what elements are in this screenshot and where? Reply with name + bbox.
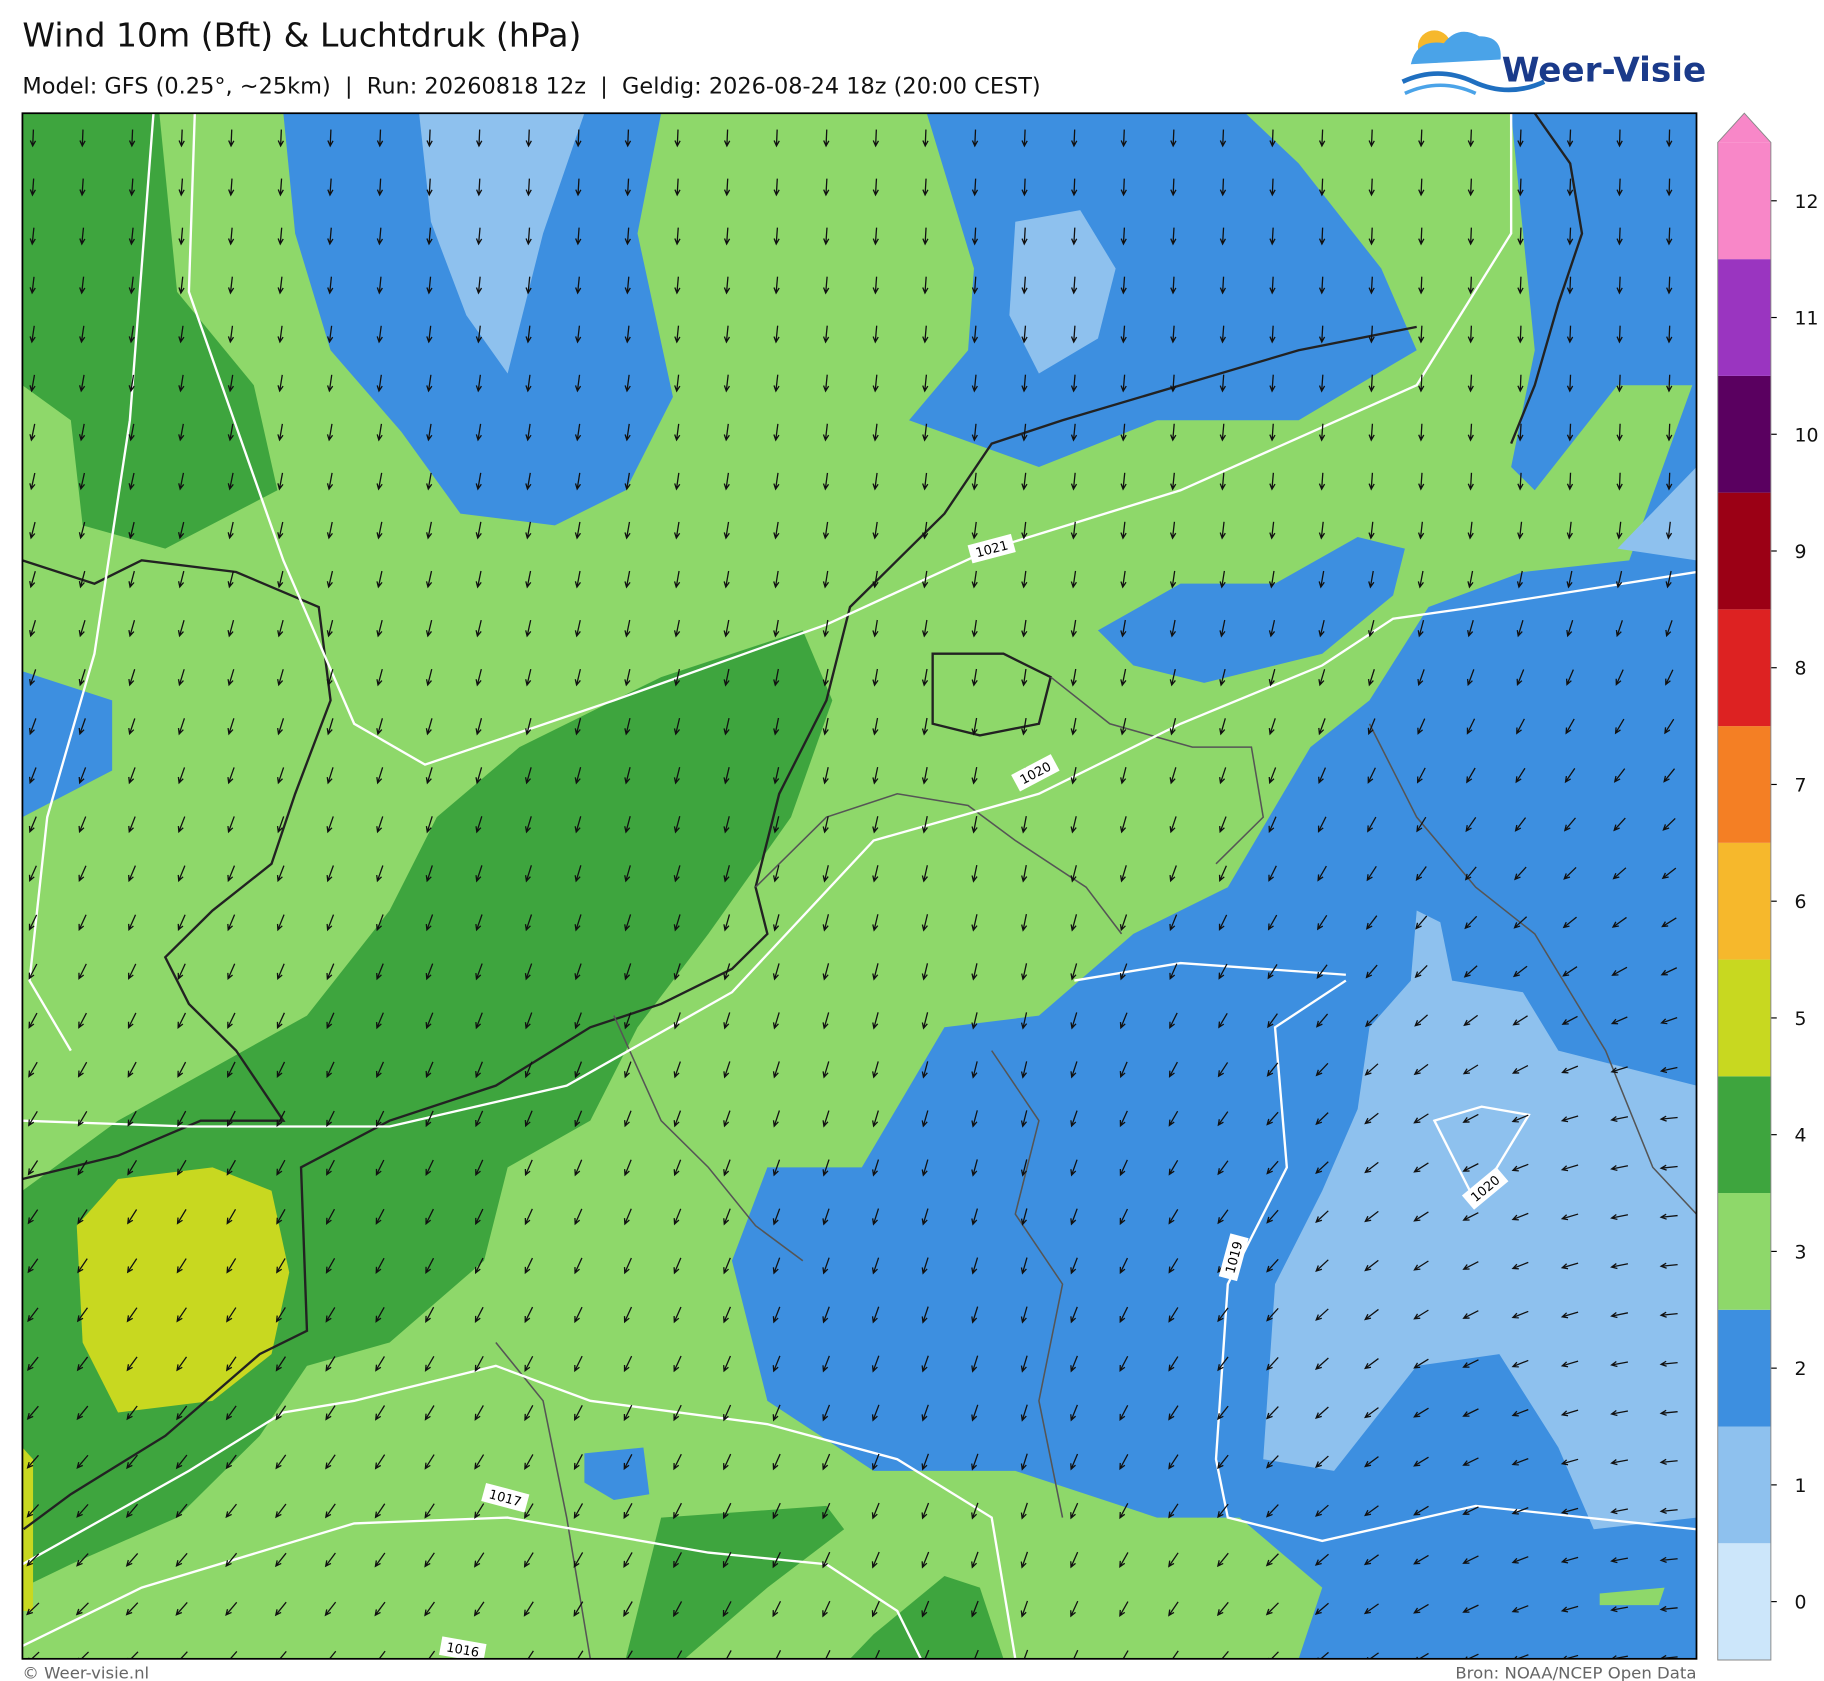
region	[1263, 910, 1697, 1530]
tick-label: 12	[1794, 192, 1818, 213]
isobar-label: 1017	[481, 1482, 530, 1513]
color-swatch	[1717, 259, 1771, 376]
region	[22, 113, 278, 549]
region	[1617, 466, 1697, 561]
wind-arrows	[26, 129, 1678, 1659]
region	[1599, 1587, 1665, 1606]
color-swatch	[1717, 142, 1771, 260]
tick-label: 9	[1794, 542, 1806, 563]
logo: Weer-Visie	[1401, 30, 1706, 95]
isobar-label: 1016	[439, 1636, 487, 1660]
tick-label: 1	[1794, 1476, 1806, 1497]
subtitle: Model: GFS (0.25°, ~25km) | Run: 2026081…	[22, 74, 1040, 100]
arrow-field	[26, 129, 1678, 1659]
region	[625, 1505, 845, 1659]
isobar-label-box	[1461, 1166, 1509, 1210]
colorbar-frame	[1717, 112, 1772, 1661]
title: Wind 10m (Bft) & Luchtdruk (hPa)	[22, 16, 581, 55]
color-swatch	[1717, 492, 1771, 610]
tick-label: 3	[1794, 1243, 1806, 1264]
map-frame	[21, 112, 1698, 1660]
color-swatch	[1717, 609, 1771, 727]
tick-label: 2	[1794, 1359, 1806, 1380]
isobar-label-box	[1218, 1233, 1249, 1282]
region	[22, 1447, 34, 1611]
tick-label: 10	[1794, 425, 1818, 446]
isobar-label-box	[967, 533, 1016, 564]
tick-label: 0	[1794, 1593, 1806, 1614]
tick-label: 6	[1794, 892, 1806, 913]
color-swatch	[1717, 1309, 1771, 1427]
region	[1511, 113, 1697, 491]
color-swatch	[1717, 1543, 1771, 1660]
color-swatch	[1717, 1426, 1771, 1544]
color-swatch	[1717, 1193, 1771, 1310]
color-swatch	[1717, 959, 1771, 1077]
region	[1097, 536, 1405, 683]
region	[419, 113, 585, 374]
border	[495, 676, 1697, 1659]
color-extend	[1717, 113, 1771, 143]
isobar-label-box	[439, 1636, 487, 1659]
color-swatch	[1717, 375, 1771, 493]
tick-label: 4	[1794, 1126, 1806, 1147]
tick-label: 7	[1794, 776, 1806, 797]
tick-label: 5	[1794, 1009, 1806, 1030]
logo-text: Weer-Visie	[1502, 51, 1706, 91]
color-swatch	[1717, 726, 1771, 843]
isobar-label-box	[481, 1482, 530, 1513]
source: Bron: NOAA/NCEP Open Data	[1455, 1664, 1696, 1681]
region	[909, 113, 1417, 467]
color-swatch	[1717, 1076, 1771, 1194]
isobar-label: 1021	[967, 533, 1016, 564]
credit: © Weer-visie.nl	[22, 1664, 149, 1681]
isobar-label-box	[1011, 754, 1060, 792]
isobar-label: 1019	[1218, 1233, 1249, 1282]
coastline	[22, 113, 1584, 1531]
tick-label: 11	[1794, 309, 1818, 330]
tick-label: 8	[1794, 659, 1806, 680]
region	[1009, 210, 1116, 374]
region	[584, 1447, 650, 1501]
isobar	[22, 113, 1697, 1659]
isobar-label-text: 1016	[445, 1640, 480, 1660]
region	[76, 1167, 290, 1413]
color-swatch	[1717, 842, 1771, 960]
region	[850, 1575, 1004, 1659]
